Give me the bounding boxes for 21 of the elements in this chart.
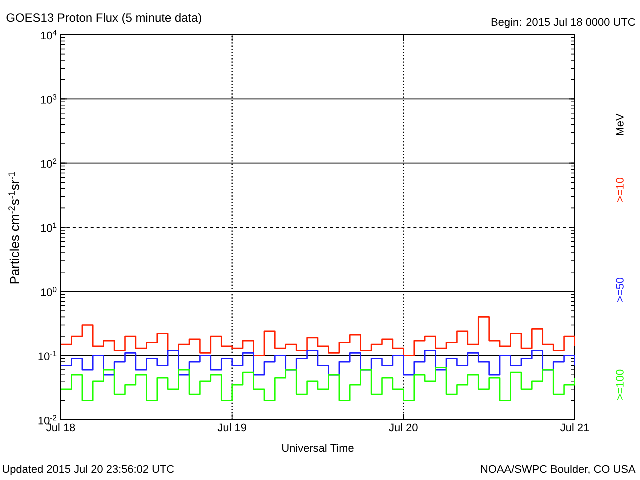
y-tick-label: 10$^{4}$	[41, 30, 57, 40]
text: NOAA/SWPC Boulder, CO USA	[481, 465, 636, 474]
x-tick-label: Jul 21	[560, 424, 590, 432]
text: >=50	[616, 278, 624, 302]
y-tick-label: 10$^{2}$	[41, 158, 57, 168]
chart-title: GOES13 Proton Flux (5 minute data)	[6, 13, 202, 24]
chart-subtitle: Begin: 2015 Jul 18 0000 UTC	[492, 18, 636, 28]
y-tick-label: 10$^{1}$	[41, 222, 57, 232]
y-tick-label: 10$^{0}$	[41, 286, 57, 296]
x-tick-label: Jul 18	[46, 424, 76, 432]
x-axis-title: Universal Time	[282, 444, 354, 452]
y-axis-title: Particles cm$^{-2}$s$^{-1}$sr$^{-1}$	[8, 172, 20, 284]
x-tick-label: Jul 20	[389, 424, 418, 432]
x-tick-label: Jul 19	[218, 424, 246, 432]
text: Updated 2015 Jul 20 23:56:02 UTC	[3, 465, 174, 476]
text: >=100	[616, 370, 624, 400]
y-tick-label: 10$^{-2}$	[38, 415, 57, 425]
legend-title: MeV	[616, 114, 624, 136]
y-tick-label: 10$^{-1}$	[38, 351, 57, 361]
text: >=10	[616, 178, 624, 202]
y-tick-label: 10$^{3}$	[41, 94, 57, 104]
